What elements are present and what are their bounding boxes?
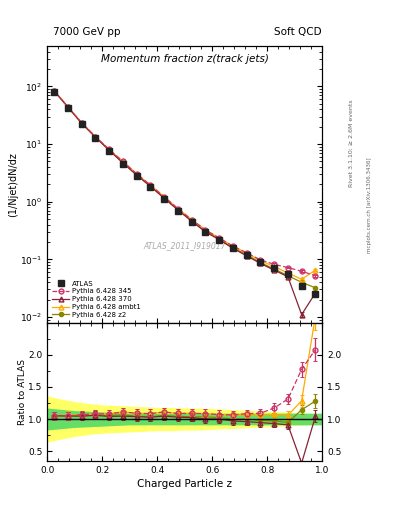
- Y-axis label: Ratio to ATLAS: Ratio to ATLAS: [18, 359, 27, 424]
- Text: Rivet 3.1.10; ≥ 2.6M events: Rivet 3.1.10; ≥ 2.6M events: [349, 99, 354, 187]
- X-axis label: Charged Particle z: Charged Particle z: [137, 479, 232, 489]
- Legend: ATLAS, Pythia 6.428 345, Pythia 6.428 370, Pythia 6.428 ambt1, Pythia 6.428 z2: ATLAS, Pythia 6.428 345, Pythia 6.428 37…: [51, 280, 142, 319]
- Text: Momentum fraction z(track jets): Momentum fraction z(track jets): [101, 54, 269, 65]
- Y-axis label: (1/Njet)dN/dz: (1/Njet)dN/dz: [9, 152, 18, 217]
- Text: mcplots.cern.ch [arXiv:1306.3436]: mcplots.cern.ch [arXiv:1306.3436]: [367, 157, 372, 252]
- Text: Soft QCD: Soft QCD: [274, 27, 321, 37]
- Text: 7000 GeV pp: 7000 GeV pp: [53, 27, 121, 37]
- Text: ATLAS_2011_I919017: ATLAS_2011_I919017: [143, 241, 226, 250]
